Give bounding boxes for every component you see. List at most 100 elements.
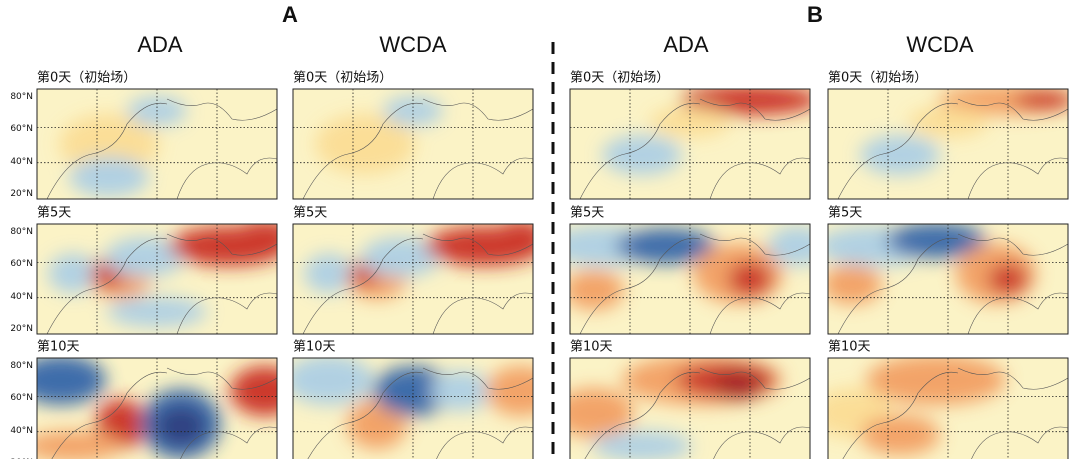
anomalies xyxy=(828,358,1006,455)
row-label: 第0天（初始场） xyxy=(828,71,927,86)
panel-label: A xyxy=(282,2,298,27)
anomalies xyxy=(37,358,277,459)
anomaly xyxy=(1014,90,1068,110)
coastline xyxy=(51,367,277,459)
anomaly xyxy=(602,135,682,175)
coastline xyxy=(837,98,1068,199)
coastline xyxy=(584,367,810,459)
map-fill xyxy=(37,89,277,199)
anomaly xyxy=(361,237,441,277)
map-fill xyxy=(570,224,810,334)
row-label: 第0天（初始场） xyxy=(570,71,669,86)
anomaly xyxy=(860,415,940,455)
map-frame xyxy=(36,357,278,459)
anomaly xyxy=(860,135,940,175)
anomaly xyxy=(768,226,810,266)
column-title: ADA xyxy=(663,32,709,57)
map xyxy=(827,88,1069,200)
lat-label: 40°N xyxy=(10,292,33,302)
anomaly xyxy=(315,114,415,174)
column-title: ADA xyxy=(137,32,183,57)
anomalies xyxy=(602,89,810,175)
map-fill xyxy=(293,224,533,334)
column-title: WCDA xyxy=(379,32,447,57)
map-frame xyxy=(292,357,534,459)
anomaly xyxy=(59,114,159,174)
anomaly xyxy=(570,388,634,438)
coastline xyxy=(579,233,810,334)
anomaly xyxy=(988,263,1028,295)
row-label: 第10天 xyxy=(570,340,613,355)
row-label: 第10天 xyxy=(828,340,871,355)
map-frame xyxy=(569,88,811,200)
lat-label: 60°N xyxy=(10,124,33,134)
anomaly xyxy=(105,237,185,277)
map-frame xyxy=(827,223,1069,335)
map-frame xyxy=(569,357,811,459)
anomaly xyxy=(592,431,692,459)
anomalies xyxy=(59,96,187,197)
map-fill xyxy=(828,224,1068,334)
map xyxy=(569,357,811,459)
anomaly xyxy=(828,264,882,305)
coastline xyxy=(837,233,1068,334)
row-label: 第0天（初始场） xyxy=(293,71,392,86)
coastline xyxy=(579,98,810,199)
map xyxy=(36,223,278,335)
anomaly xyxy=(713,370,763,401)
map-frame xyxy=(36,88,278,200)
map xyxy=(292,88,534,200)
anomaly xyxy=(616,228,716,264)
row-label: 第0天（初始场） xyxy=(37,71,136,86)
anomaly xyxy=(486,366,533,416)
row-label: 第5天 xyxy=(293,206,327,221)
anomalies xyxy=(828,224,1036,305)
lat-label: 60°N xyxy=(10,259,33,269)
map xyxy=(569,223,811,335)
coastline xyxy=(302,98,533,199)
map-fill xyxy=(570,89,810,199)
row-label: 第10天 xyxy=(293,340,336,355)
map-fill xyxy=(37,224,277,334)
lat-label: 40°N xyxy=(10,426,33,436)
anomaly xyxy=(496,224,533,250)
panel-label: B xyxy=(807,2,823,27)
coastline xyxy=(307,367,533,459)
lat-label: 20°N xyxy=(10,324,33,334)
anomalies xyxy=(570,226,810,310)
lat-label: 80°N xyxy=(10,92,33,102)
map-fill xyxy=(293,358,533,459)
anomaly xyxy=(431,371,491,411)
anomaly xyxy=(756,90,810,110)
map xyxy=(827,357,1069,459)
coastline xyxy=(46,98,277,199)
map xyxy=(36,88,278,200)
anomaly xyxy=(230,366,277,416)
row-label: 第5天 xyxy=(828,206,862,221)
coastline xyxy=(302,233,533,334)
map-fill xyxy=(293,89,533,199)
map-frame xyxy=(36,223,278,335)
lat-label: 20°N xyxy=(10,189,33,199)
map-fill xyxy=(570,358,810,459)
row-label: 第5天 xyxy=(37,206,71,221)
map-fill xyxy=(37,358,277,459)
anomaly xyxy=(293,358,374,405)
row-label: 第10天 xyxy=(37,340,80,355)
anomaly xyxy=(48,253,98,294)
map xyxy=(569,88,811,200)
map-frame xyxy=(292,88,534,200)
anomaly xyxy=(304,253,354,294)
lat-label: 80°N xyxy=(10,227,33,237)
anomaly xyxy=(37,431,123,459)
map-frame xyxy=(827,88,1069,200)
lat-label: 60°N xyxy=(10,393,33,403)
anomaly xyxy=(886,224,986,259)
lat-label: 40°N xyxy=(10,157,33,167)
lat-label: 80°N xyxy=(10,361,33,371)
anomaly xyxy=(156,406,206,447)
map xyxy=(36,357,278,459)
map-fill xyxy=(828,89,1068,199)
anomaly xyxy=(728,261,772,297)
map-frame xyxy=(292,223,534,335)
